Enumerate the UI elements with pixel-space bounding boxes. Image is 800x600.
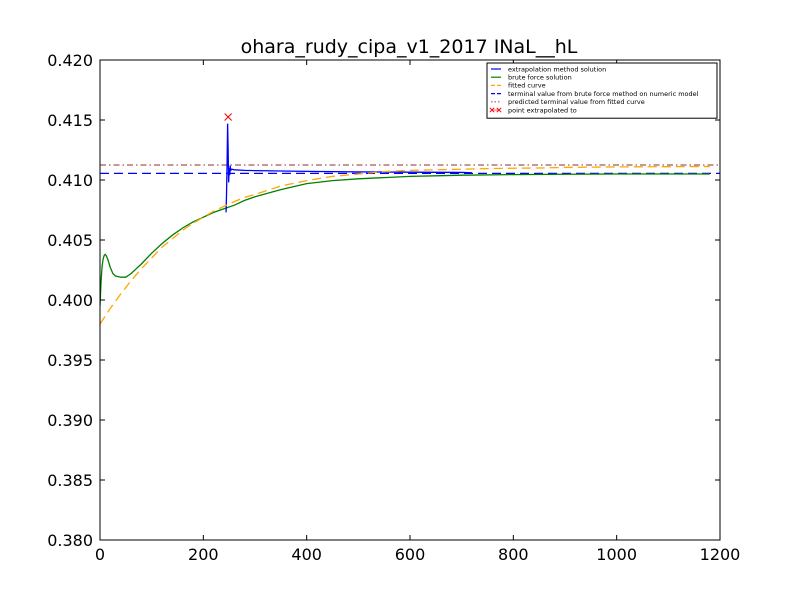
x-tick-label-2: 400	[291, 545, 322, 564]
y-tick-label-7: 0.415	[47, 111, 93, 130]
marker-point-0	[224, 113, 232, 121]
y-tick-label-3: 0.395	[47, 351, 93, 370]
x-tick-label-3: 600	[395, 545, 426, 564]
plot-frame	[99, 59, 721, 541]
chart-title: ohara_rudy_cipa_v1_2017 INaL__hL	[241, 36, 578, 58]
y-tick-label-0: 0.380	[47, 531, 93, 550]
x-tick-label-4: 800	[498, 545, 529, 564]
legend-label-2: fitted curve	[508, 82, 546, 90]
x-axis: 0 200 400 600 800 1000 1200	[95, 60, 740, 564]
series-line-0	[100, 173, 710, 307]
y-tick-label-6: 0.410	[47, 171, 93, 190]
legend-entry-5: point extrapolated to	[489, 106, 577, 114]
legend-entry-2: fitted curve	[491, 82, 546, 90]
legend-label-1: brute force solution	[508, 74, 572, 82]
legend-entry-4: predicted terminal value from fitted cur…	[491, 98, 645, 106]
x-tick-label-0: 0	[95, 545, 105, 564]
series-line-1	[225, 123, 473, 213]
legend-entry-1: brute force solution	[491, 74, 572, 82]
x-tick-label-1: 200	[188, 545, 219, 564]
legend-box	[486, 62, 718, 119]
y-tick-label-5: 0.405	[47, 231, 93, 250]
x-tick-label-6: 1200	[700, 545, 741, 564]
legend-entry-0: extrapolation method solution	[491, 65, 606, 73]
y-tick-label-8: 0.420	[47, 51, 93, 70]
legend-label-3: terminal value from brute force method o…	[508, 90, 699, 98]
y-tick-label-2: 0.390	[47, 411, 93, 430]
legend-label-5: point extrapolated to	[508, 106, 577, 114]
y-tick-label-4: 0.400	[47, 291, 93, 310]
legend-label-4: predicted terminal value from fitted cur…	[508, 98, 645, 106]
legend-label-0: extrapolation method solution	[508, 65, 606, 73]
series-line-2	[100, 165, 710, 325]
y-axis: 0.380 0.385 0.390 0.395 0.400 0.405 0.410 0.415…	[47, 51, 720, 550]
plot-area	[100, 113, 720, 325]
y-tick-label-1: 0.385	[47, 471, 93, 490]
legend-entry-3: terminal value from brute force method o…	[491, 90, 699, 98]
x-tick-label-5: 1000	[596, 545, 637, 564]
